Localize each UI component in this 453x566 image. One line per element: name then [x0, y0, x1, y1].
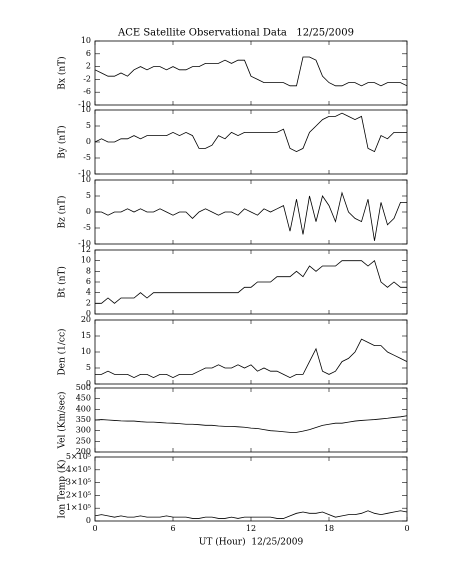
y-tick-label: 0	[86, 379, 91, 388]
x-tick-label: 0	[404, 524, 409, 533]
y-tick-label: 15	[81, 331, 91, 340]
x-tick-label: 18	[324, 524, 334, 533]
y-axis-label: Bz (nT)	[57, 195, 68, 228]
y-tick-label: 450	[76, 394, 91, 403]
y-tick-label: -10	[78, 100, 91, 109]
data-line	[95, 259, 407, 304]
y-tick-label: 6	[86, 277, 91, 286]
y-tick-label: 4×10⁵	[66, 465, 91, 474]
y-tick-label: 500	[76, 383, 91, 392]
y-tick-label: 2	[86, 62, 91, 71]
x-tick-label: 12	[246, 524, 256, 533]
data-line	[94, 56, 408, 87]
y-tick-label: 20	[81, 315, 91, 324]
y-tick-label: 250	[76, 436, 91, 445]
y-tick-label: 200	[76, 447, 91, 456]
panel-frame	[94, 387, 408, 453]
y-tick-label: 5	[86, 191, 91, 200]
y-tick-label: -6	[83, 87, 91, 96]
y-tick-label: 10	[81, 256, 91, 265]
y-axis-label: Ion Temp (K)	[57, 459, 68, 518]
y-tick-label: 300	[76, 426, 91, 435]
y-tick-label: -5	[83, 153, 91, 162]
y-tick-label: 0	[86, 516, 91, 525]
y-tick-label: 10	[81, 347, 91, 356]
y-tick-label: 3×10⁵	[66, 478, 91, 487]
chart-title: ACE Satellite Observational Data 12/25/2…	[117, 28, 354, 39]
y-tick-label: -2	[83, 74, 91, 83]
y-tick-label: 10	[81, 36, 91, 45]
x-axis-label: UT (Hour) 12/25/2009	[199, 537, 304, 548]
y-axis-label: Vel (Km/sec)	[57, 391, 68, 449]
y-tick-label: 0	[86, 309, 91, 318]
data-line	[95, 338, 408, 379]
y-tick-label: 4	[86, 288, 91, 297]
y-tick-label: 2×10⁵	[66, 490, 91, 499]
y-tick-label: 5×10⁵	[66, 452, 91, 461]
y-tick-label: 0	[86, 137, 91, 146]
y-axis-label: By (nT)	[57, 125, 68, 158]
y-tick-label: 10	[81, 175, 91, 184]
data-line	[94, 510, 408, 519]
y-axis-label: Den (1/cc)	[57, 328, 68, 375]
y-tick-label: 350	[76, 415, 91, 424]
y-tick-label: 400	[76, 404, 91, 413]
y-tick-label: -5	[83, 223, 91, 232]
y-tick-label: -10	[78, 169, 91, 178]
y-tick-label: 8	[86, 266, 91, 275]
panel-frame	[94, 109, 408, 175]
y-tick-label: 12	[81, 245, 91, 254]
data-line	[95, 191, 407, 241]
y-tick-label: -10	[78, 239, 91, 248]
y-tick-label: 1×10⁵	[66, 503, 91, 512]
y-tick-label: 6	[86, 49, 91, 58]
data-line	[94, 415, 408, 433]
y-tick-label: 5	[86, 363, 91, 372]
panel-frame	[94, 456, 408, 522]
y-axis-label: Bx (nT)	[57, 56, 68, 89]
y-axis-label: Bt (nT)	[57, 266, 68, 298]
x-tick-label: 6	[170, 524, 175, 533]
y-tick-label: 10	[81, 105, 91, 114]
y-tick-label: 2	[86, 298, 91, 307]
y-tick-label: 5	[86, 121, 91, 130]
panel-frame	[94, 40, 408, 106]
y-tick-label: 0	[86, 207, 91, 216]
data-line	[94, 112, 407, 153]
panel-frame	[94, 249, 408, 315]
x-tick-label: 0	[92, 524, 97, 533]
